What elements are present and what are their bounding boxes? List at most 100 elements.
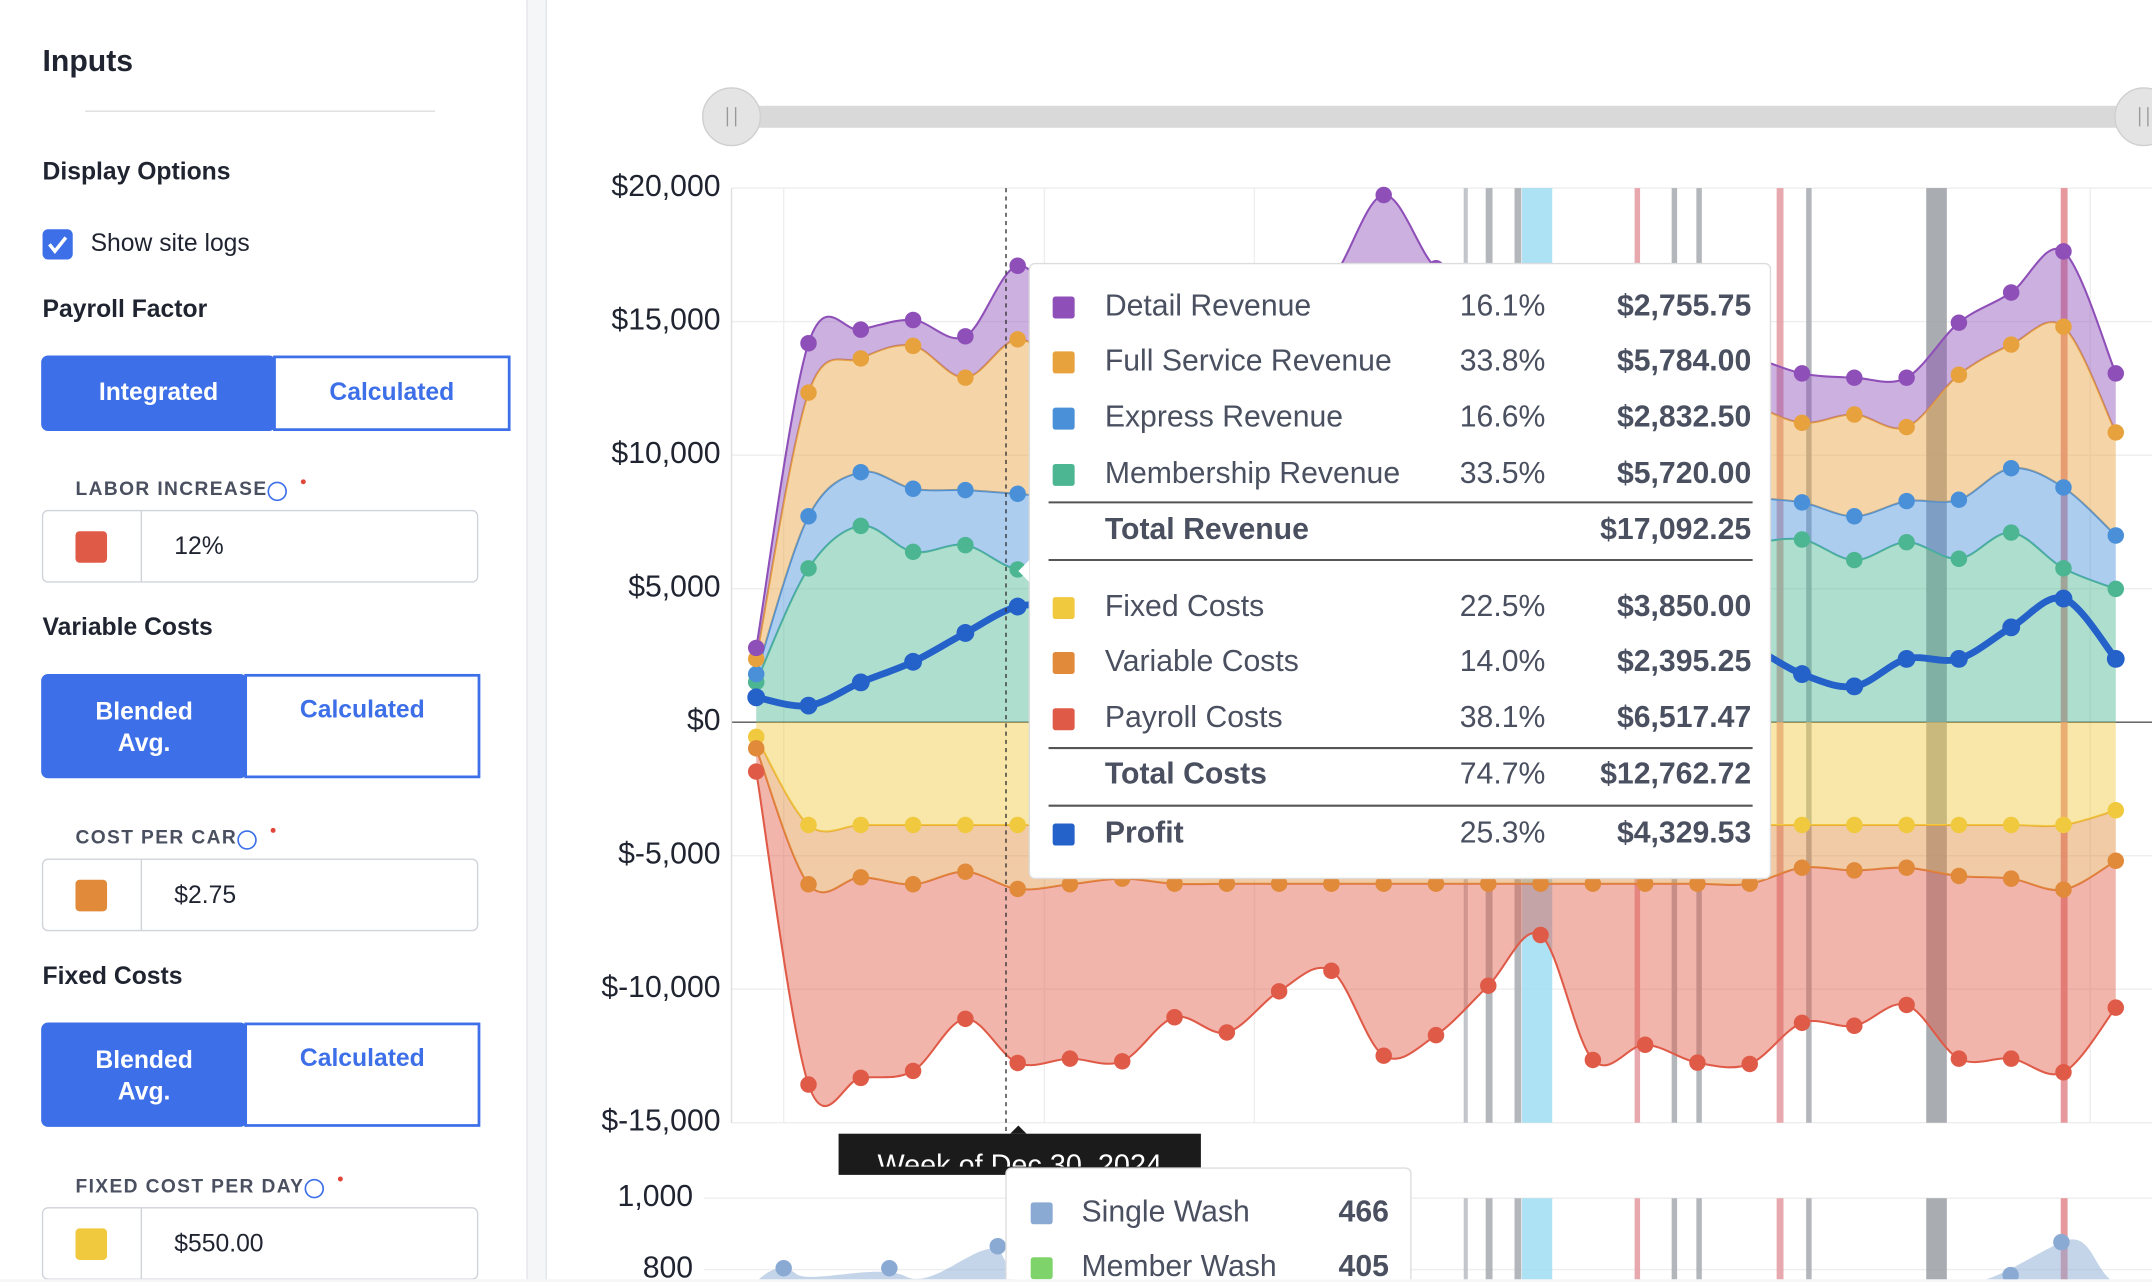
site-log <box>1926 188 1947 1123</box>
point <box>852 350 870 367</box>
point <box>957 328 974 345</box>
toggle-option[interactable] <box>273 355 511 432</box>
required-mark <box>270 827 276 833</box>
handle-grip <box>2138 107 2149 127</box>
tooltip-amount: $2,395.25 <box>1617 645 1751 678</box>
legend-swatch <box>1052 463 1075 486</box>
site-log <box>1696 1198 1702 1280</box>
site-log <box>1806 188 1812 1123</box>
point <box>1427 1026 1445 1044</box>
range-handle[interactable] <box>702 87 762 147</box>
toggle-label: Blended Avg. <box>95 698 192 757</box>
profit-point <box>2106 649 2125 668</box>
toggle-option[interactable] <box>244 673 481 779</box>
point <box>1270 983 1288 1000</box>
area <box>756 748 2116 1107</box>
point <box>1532 875 1549 892</box>
volume-tooltip <box>1005 1167 1412 1280</box>
point <box>1480 977 1497 994</box>
point <box>852 517 870 535</box>
point <box>904 480 922 498</box>
input-box[interactable] <box>41 858 479 932</box>
point <box>1793 414 1811 432</box>
point <box>2055 560 2072 577</box>
point <box>2002 870 2020 887</box>
y-tick-label: $15,000 <box>611 304 720 337</box>
tooltip-name: Single Wash <box>1081 1195 1249 1228</box>
point <box>1846 1017 1863 1035</box>
point <box>1793 1014 1811 1032</box>
point <box>1950 491 1968 508</box>
point <box>1375 1047 1392 1064</box>
tooltip-amount: $17,092.25 <box>1600 513 1751 546</box>
tooltip-pct: 16.6% <box>1460 401 1546 434</box>
point <box>1689 1054 1706 1071</box>
date-arrow <box>1010 1125 1027 1134</box>
point <box>1898 418 1915 436</box>
point <box>904 311 922 329</box>
volume-area <box>759 1248 1015 1280</box>
point <box>1793 859 1811 876</box>
point <box>852 816 870 834</box>
checkbox[interactable] <box>42 229 73 260</box>
tooltip-value: 405 <box>1339 1250 1389 1282</box>
tooltip-amount: $5,720.00 <box>1617 457 1751 490</box>
point <box>1166 875 1183 892</box>
legend-swatch <box>1052 407 1075 430</box>
site-log <box>1634 1198 1641 1280</box>
site-log <box>1522 1198 1553 1280</box>
point <box>1166 1009 1183 1026</box>
tooltip-amount: $2,832.50 <box>1617 401 1751 434</box>
point <box>800 335 817 352</box>
range-track <box>731 105 2146 128</box>
tooltip-pct: 74.7% <box>1460 757 1546 790</box>
tooltip-pct: 38.1% <box>1460 701 1546 734</box>
handle-grip <box>726 107 737 127</box>
site-log <box>2060 188 2068 1123</box>
point <box>1846 816 1863 834</box>
point <box>2107 852 2125 869</box>
toggle-active[interactable] <box>41 673 248 779</box>
point <box>2002 1050 2020 1067</box>
point <box>1741 1055 1758 1073</box>
legend-swatch <box>1030 1257 1053 1280</box>
point <box>1950 1050 1968 1067</box>
y-tick-label: $5,000 <box>628 571 720 604</box>
profit-point <box>1949 649 1968 668</box>
point <box>2002 524 2020 541</box>
volume-point <box>2002 1266 2019 1280</box>
range-handle[interactable] <box>2114 87 2152 147</box>
point <box>1636 875 1654 892</box>
point <box>1898 859 1915 876</box>
site-log <box>1806 1198 1812 1280</box>
volume-area <box>1986 1239 2111 1280</box>
tooltip-name: Total Revenue <box>1105 513 1309 546</box>
point <box>2055 479 2072 496</box>
point <box>904 876 922 893</box>
point <box>1846 406 1863 423</box>
point <box>1793 531 1811 548</box>
toggle-option[interactable] <box>244 1022 481 1127</box>
toggle-label: Calculated <box>300 697 425 724</box>
tooltip-name: Fixed Costs <box>1105 590 1264 623</box>
tooltip-amount: $2,755.75 <box>1617 289 1751 322</box>
point <box>1009 485 1026 503</box>
input-box[interactable] <box>41 509 479 583</box>
site-log <box>1485 1198 1493 1280</box>
point <box>852 869 870 886</box>
point <box>800 876 817 893</box>
point <box>2107 802 2125 819</box>
tooltip-name: Member Wash <box>1081 1250 1276 1282</box>
tooltip-pct: 16.1% <box>1460 289 1546 322</box>
point <box>904 816 922 834</box>
date-label: Week of Dec 30, 2024 <box>877 1149 1162 1181</box>
point <box>1793 816 1811 834</box>
tooltip-pct: 14.0% <box>1460 645 1546 678</box>
point <box>1950 366 1968 383</box>
toggle-active[interactable] <box>41 1022 248 1127</box>
input-box[interactable] <box>41 1207 479 1280</box>
point <box>2107 580 2125 598</box>
volume-point <box>2053 1233 2070 1251</box>
point <box>2002 816 2020 834</box>
toggle-label: Calculated <box>300 1045 425 1072</box>
